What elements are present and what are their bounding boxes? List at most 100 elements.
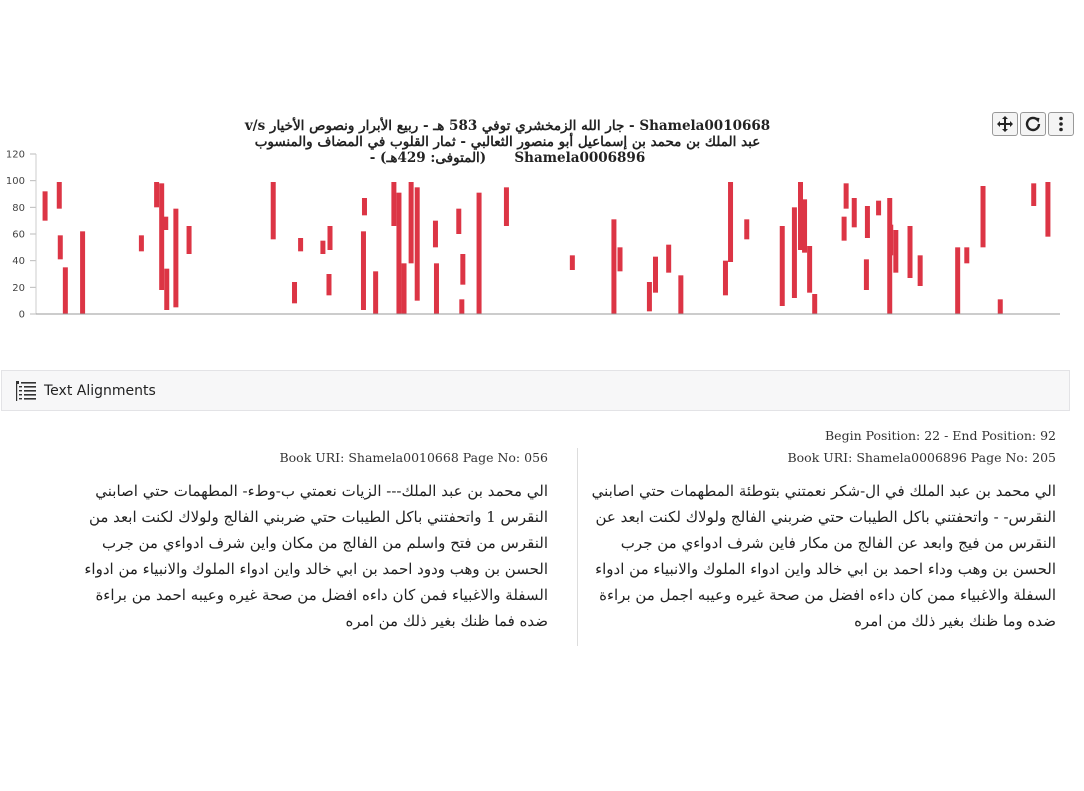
alignment-bar[interactable]	[841, 216, 847, 241]
alignment-bar[interactable]	[997, 299, 1003, 314]
alignment-bar[interactable]	[955, 247, 961, 314]
y-tick-label: 20	[12, 283, 25, 294]
alignment-bar[interactable]	[722, 260, 728, 296]
alignment-bar[interactable]	[812, 294, 818, 314]
chart-toolbar	[992, 112, 1074, 138]
alignment-bar[interactable]	[159, 183, 165, 290]
alignment-bar[interactable]	[611, 219, 617, 314]
alignment-bar[interactable]	[964, 247, 970, 264]
chart-title-line2-a: Shamela0006896	[514, 150, 646, 166]
alignment-bar[interactable]	[320, 240, 326, 254]
chart-title-left: Shamela0010668 - جار الله الزمخشري توفي …	[269, 118, 771, 134]
alignment-bar[interactable]	[173, 208, 179, 308]
alignment-bar[interactable]	[163, 216, 169, 230]
alignment-bar[interactable]	[807, 246, 813, 293]
alignment-bar[interactable]	[798, 182, 803, 250]
alignment-bar[interactable]	[652, 256, 658, 293]
chart-bars	[42, 182, 1051, 314]
alignment-bar[interactable]	[851, 198, 857, 228]
alignment-bar[interactable]	[326, 274, 332, 296]
alignment-bar[interactable]	[391, 182, 397, 226]
alignment-bar[interactable]	[802, 199, 808, 253]
menu-icon[interactable]	[1048, 112, 1074, 136]
right-book-meta: Book URI: Shamela0006896 Page No: 205	[586, 448, 1056, 468]
alignment-bar[interactable]	[893, 230, 899, 273]
alignment-bar[interactable]	[503, 187, 509, 226]
right-text-panel: Book URI: Shamela0006896 Page No: 205 الي م…	[586, 448, 1056, 634]
alignment-bar[interactable]	[373, 271, 379, 314]
alignment-bar[interactable]	[646, 282, 652, 312]
y-tick-label: 0	[19, 310, 25, 321]
alignment-bar[interactable]	[80, 231, 86, 314]
alignment-bar[interactable]	[408, 182, 414, 264]
alignment-bar[interactable]	[42, 191, 48, 221]
alignment-bar[interactable]	[433, 263, 439, 314]
left-uri-label: Book URI:	[279, 450, 345, 465]
left-book-uri: Shamela0010668	[348, 450, 459, 465]
text-alignments-bar[interactable]: Text Alignments	[1, 370, 1070, 411]
left-alignment-text: الي محمد بن عبد الملك--- الزيات نعمتي ب-…	[84, 482, 548, 630]
y-tick-label: 60	[12, 230, 25, 241]
alignment-bar[interactable]	[56, 182, 62, 209]
alignment-bar[interactable]	[888, 224, 894, 256]
alignment-bar[interactable]	[164, 268, 170, 310]
alignment-bar[interactable]	[887, 198, 893, 314]
alignment-bar[interactable]	[666, 244, 672, 273]
alignment-bar[interactable]	[569, 255, 575, 270]
y-tick-label: 100	[6, 176, 25, 187]
position-range: Begin Position: 22 - End Position: 92	[825, 428, 1056, 443]
alignment-bar[interactable]	[617, 247, 623, 272]
alignment-bar[interactable]	[292, 282, 298, 304]
alignment-bar[interactable]	[414, 187, 420, 301]
alignment-bar[interactable]	[456, 208, 462, 234]
alignment-bar[interactable]	[327, 226, 333, 250]
alignment-bar[interactable]	[980, 186, 986, 248]
alignment-bar[interactable]	[396, 192, 402, 314]
alignment-bar[interactable]	[186, 226, 192, 254]
y-tick-label: 40	[12, 256, 25, 267]
alignment-bar[interactable]	[907, 226, 913, 278]
alignment-bar[interactable]	[360, 231, 366, 310]
panel-divider	[577, 448, 578, 646]
text-alignments-label: Text Alignments	[44, 382, 156, 399]
right-uri-label: Book URI:	[787, 450, 853, 465]
alignment-bar[interactable]	[744, 219, 750, 240]
move-icon[interactable]	[992, 112, 1018, 136]
alignment-bar[interactable]	[678, 275, 684, 314]
chart-title: Shamela0010668 - جار الله الزمخشري توفي …	[20, 118, 995, 166]
alignment-bar[interactable]	[876, 200, 882, 216]
alignment-bar[interactable]	[1031, 183, 1037, 206]
alignment-bar[interactable]	[779, 226, 785, 306]
y-tick-label: 120	[6, 150, 25, 161]
alignment-bar[interactable]	[401, 263, 407, 314]
alignment-bar[interactable]	[432, 220, 438, 248]
alignment-bar[interactable]	[917, 255, 923, 286]
alignment-bar[interactable]	[62, 267, 68, 314]
alignment-bar[interactable]	[1045, 182, 1051, 237]
left-book-meta: Book URI: Shamela0010668 Page No: 056	[78, 448, 548, 468]
right-page-label: Page No:	[970, 450, 1029, 465]
y-axis: 0 20 40 60 80 100 120	[6, 150, 37, 321]
bar-chart: 0 20 40 60 80 100 120	[6, 150, 1060, 321]
alignment-bar[interactable]	[57, 235, 63, 260]
alignment-bar[interactable]	[791, 207, 797, 298]
right-alignment-text: الي محمد بن عبد الملك في ال-شكر نعمتني ب…	[591, 482, 1056, 630]
alignment-bar[interactable]	[476, 192, 482, 314]
alignment-bar[interactable]	[864, 206, 870, 238]
left-page-no: 056	[524, 450, 548, 465]
y-tick-label: 80	[12, 203, 25, 214]
alignment-bar[interactable]	[863, 259, 869, 290]
alignment-bar[interactable]	[460, 254, 466, 285]
chart-title-vs: v/s	[244, 118, 266, 134]
alignment-bar[interactable]	[154, 182, 160, 208]
alignment-bar[interactable]	[361, 198, 367, 216]
alignment-bar[interactable]	[270, 182, 276, 240]
alignment-bar[interactable]	[728, 182, 734, 262]
alignment-bar[interactable]	[459, 299, 465, 314]
chart-title-line2-b: (المتوفى: 429هـ) -	[369, 150, 487, 166]
reset-icon[interactable]	[1020, 112, 1046, 136]
alignment-bar[interactable]	[843, 183, 849, 209]
alignment-bar[interactable]	[298, 238, 304, 252]
alignment-bar[interactable]	[138, 235, 144, 252]
right-book-uri: Shamela0006896	[856, 450, 967, 465]
